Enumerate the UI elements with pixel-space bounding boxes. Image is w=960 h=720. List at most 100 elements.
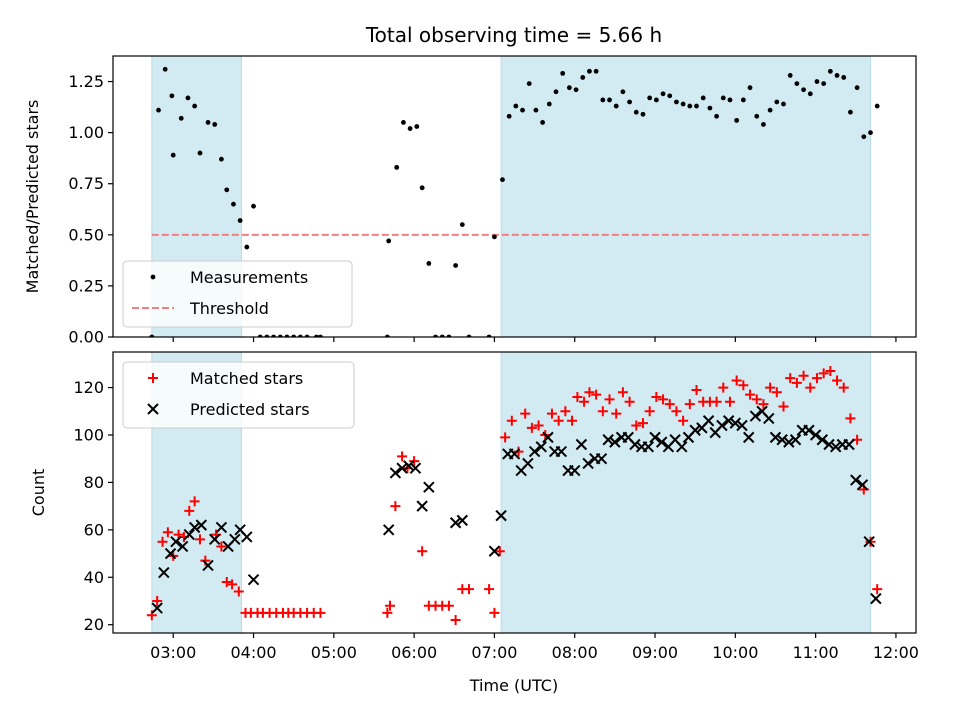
- data-point: [787, 73, 793, 78]
- data-point: [805, 382, 816, 393]
- data-point: [382, 607, 393, 618]
- data-point: [500, 177, 505, 183]
- data-point: [736, 419, 748, 432]
- data-point: [423, 481, 435, 493]
- x-axis-label: Time (UTC): [469, 676, 558, 695]
- data-point: [417, 546, 428, 557]
- plot-frame: [112, 55, 917, 338]
- data-point: [734, 117, 740, 123]
- data-point: [607, 97, 612, 103]
- data-point: [745, 389, 756, 400]
- data-point: [754, 113, 760, 119]
- series-measurements: [149, 66, 880, 337]
- data-point: [573, 87, 579, 93]
- x-tick-label: 10:00: [712, 643, 758, 662]
- data-point: [720, 95, 726, 101]
- y-tick-label: 20: [84, 615, 104, 634]
- data-point: [224, 187, 230, 193]
- data-point: [642, 441, 655, 453]
- y-axis-label: Matched/Predicted stars: [23, 100, 42, 294]
- data-point: [653, 97, 659, 103]
- data-point: [506, 415, 517, 426]
- data-point: [546, 101, 552, 107]
- data-point: [202, 559, 214, 572]
- data-point: [827, 68, 833, 74]
- data-point: [743, 431, 755, 444]
- data-point: [811, 373, 822, 384]
- data-point: [591, 389, 602, 400]
- data-point: [838, 382, 849, 393]
- data-point: [500, 432, 511, 443]
- data-point: [520, 408, 531, 419]
- count-panel: 20 40 60 80 100 120 03:00 04:00 05:00 06:00 07:00 0…: [29, 351, 919, 662]
- data-point: [823, 438, 835, 451]
- data-point: [740, 97, 746, 103]
- data-point: [843, 438, 855, 451]
- data-point: [227, 579, 238, 590]
- data-point: [575, 438, 588, 451]
- data-point: [769, 431, 782, 444]
- y-tick-label: 60: [84, 520, 104, 539]
- data-point: [205, 120, 211, 125]
- data-point: [747, 85, 753, 91]
- data-point: [484, 584, 495, 595]
- data-point: [803, 424, 815, 436]
- x-tick-label: 03:00: [150, 643, 196, 662]
- data-point: [816, 434, 829, 446]
- data-point: [687, 103, 693, 109]
- x-tick-label: 05:00: [311, 643, 357, 662]
- data-point: [526, 422, 537, 433]
- data-point: [170, 152, 176, 158]
- data-point: [237, 218, 243, 223]
- data-point: [508, 448, 521, 460]
- x-tick-label: 08:00: [552, 643, 598, 662]
- data-point: [158, 566, 170, 579]
- data-point: [229, 533, 241, 546]
- data-point: [553, 415, 564, 426]
- data-point: [443, 600, 454, 611]
- data-point: [660, 91, 666, 97]
- data-point: [194, 534, 205, 545]
- data-point: [707, 105, 713, 111]
- data-point: [195, 519, 208, 531]
- data-point: [667, 93, 673, 99]
- data-point: [567, 415, 578, 426]
- data-point: [513, 446, 524, 457]
- data-point: [533, 420, 544, 431]
- data-point: [874, 103, 880, 109]
- data-point: [407, 126, 413, 131]
- data-point: [722, 415, 735, 427]
- data-point: [602, 434, 614, 446]
- data-point: [489, 607, 500, 618]
- data-point: [584, 387, 595, 398]
- data-point: [825, 365, 836, 376]
- data-point: [758, 399, 769, 410]
- data-point: [832, 375, 843, 386]
- data-point: [595, 453, 608, 465]
- data-point: [774, 99, 780, 105]
- data-point: [600, 97, 606, 103]
- x-tick-label: 07:00: [471, 643, 517, 662]
- data-point: [212, 122, 218, 127]
- data-point: [542, 431, 554, 444]
- data-point: [702, 415, 715, 427]
- data-point: [718, 382, 729, 393]
- data-point: [724, 396, 735, 407]
- data-point: [640, 111, 646, 117]
- data-point: [776, 434, 788, 446]
- data-point: [382, 524, 395, 536]
- data-point: [765, 382, 776, 393]
- data-point: [231, 201, 236, 207]
- data-point: [192, 103, 198, 109]
- data-point: [397, 451, 408, 462]
- data-point: [170, 535, 182, 548]
- data-point: [678, 415, 689, 426]
- data-point: [162, 527, 173, 538]
- data-point: [389, 467, 402, 479]
- data-point: [401, 120, 406, 125]
- data-point: [540, 120, 546, 125]
- data-point: [463, 584, 474, 595]
- data-point: [829, 441, 842, 453]
- data-point: [403, 460, 415, 472]
